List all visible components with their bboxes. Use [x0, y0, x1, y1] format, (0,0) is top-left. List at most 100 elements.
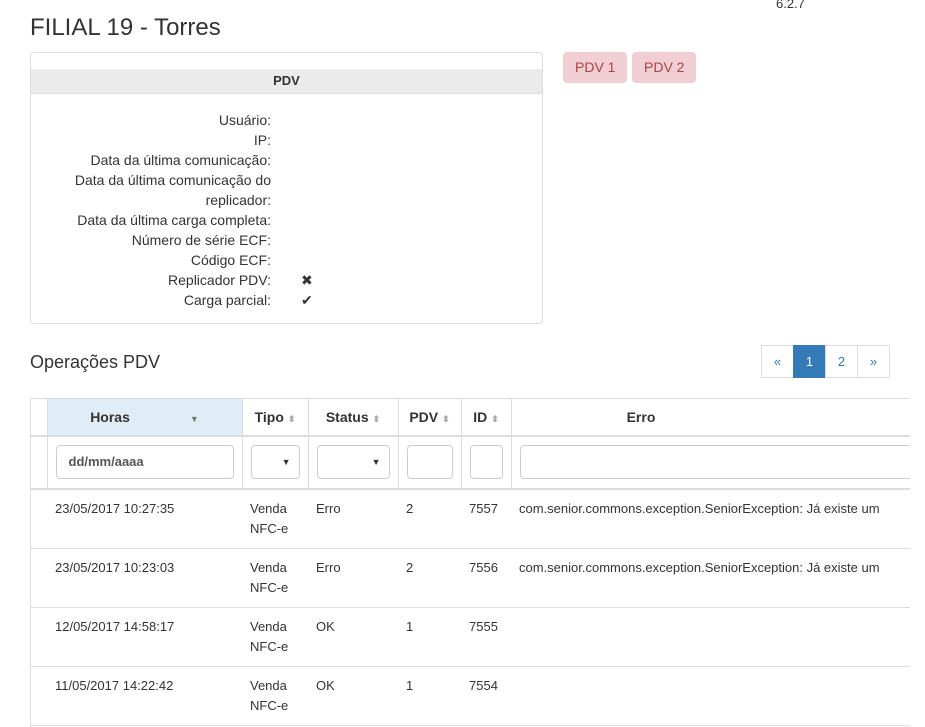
cell-erro: com.senior.commons.exception.SeniorExcep… [511, 489, 910, 549]
cell-pdv: 1 [398, 666, 461, 726]
horas-filter-input[interactable]: dd/mm/aaaa [55, 445, 234, 479]
info-value: ✖ [301, 272, 313, 288]
table-row[interactable]: 12/05/2017 14:58:17 Venda NFC-e OK 1 7555 [31, 607, 910, 667]
column-label: PDV [409, 409, 439, 425]
column-erro: Erro [511, 399, 910, 437]
info-label: Usuário: [218, 112, 271, 128]
info-row: Usuário: [31, 110, 542, 130]
cell-erro: com.senior.commons.exception.SeniorExcep… [511, 548, 910, 608]
panel-heading: PDV [31, 69, 542, 94]
status-filter-select[interactable]: ▼ [316, 445, 390, 479]
info-row: Número de série ECF: [31, 230, 542, 250]
pdv-panel: PDV Usuário: IP: Data da última comunicaçã… [30, 52, 543, 324]
sort-desc-icon: ▼ [189, 414, 199, 424]
info-value [271, 110, 301, 130]
sort-icon: ⬍ [287, 414, 296, 424]
info-label: Código ECF: [190, 252, 271, 268]
info-label: Data da última comunicação do replicador… [74, 172, 271, 208]
column-pdv[interactable]: PDV ⬍ [398, 399, 462, 437]
cell-horas: 23/05/2017 10:23:03 [47, 548, 242, 608]
info-value [271, 250, 301, 270]
next-page-button[interactable]: » [857, 345, 890, 378]
table-row[interactable]: 11/05/2017 14:22:42 Venda NFC-e OK 1 7554 [31, 666, 910, 726]
info-row: Carga parcial: ✔ [31, 290, 542, 310]
cell-status: Erro [308, 548, 398, 608]
column-label: Status [325, 409, 369, 425]
row-empty [31, 489, 47, 549]
tipo-filter-select[interactable]: ▼ [250, 445, 300, 479]
sort-icon: ⬍ [372, 414, 381, 424]
id-filter-input[interactable] [469, 445, 503, 479]
row-empty [31, 548, 47, 608]
cell-pdv: 2 [398, 489, 461, 549]
select-column [31, 399, 48, 437]
page-title: FILIAL 19 - Torres [30, 14, 221, 41]
info-value: ✔ [301, 292, 313, 308]
page-2-button[interactable]: 2 [825, 345, 858, 378]
column-id[interactable]: ID ⬍ [461, 399, 512, 437]
operations-table: Horas ▼ Tipo ⬍ Status ⬍ PDV ⬍ ID ⬍ Erro dd/mm… [30, 398, 910, 727]
cell-pdv: 2 [398, 548, 461, 608]
info-value [271, 230, 301, 250]
cell-id: 7555 [461, 607, 511, 667]
column-label: Horas [90, 409, 130, 425]
cell-tipo: Venda NFC-e [242, 666, 308, 726]
cell-tipo: Venda NFC-e [242, 607, 308, 667]
info-label: Carga parcial: [183, 292, 271, 308]
table-row[interactable]: 23/05/2017 10:23:03 Venda NFC-e Erro 2 7556 c… [31, 548, 910, 608]
column-label: Tipo [254, 409, 284, 425]
cell-id: 7556 [461, 548, 511, 608]
section-title: Operações PDV [30, 352, 161, 372]
info-label: Data da última comunicação: [90, 152, 271, 168]
cell-tipo: Venda NFC-e [242, 489, 308, 549]
version-label: 6.2.7 [776, 0, 805, 11]
sort-icon: ⬍ [442, 414, 450, 424]
cell-horas: 12/05/2017 14:58:17 [47, 607, 242, 667]
info-row: Código ECF: [31, 250, 542, 270]
column-tipo[interactable]: Tipo ⬍ [242, 399, 309, 437]
column-horas[interactable]: Horas ▼ [47, 399, 243, 437]
info-label: Número de série ECF: [131, 232, 271, 248]
info-row: Replicador PDV: ✖ [31, 270, 542, 290]
cell-id: 7557 [461, 489, 511, 549]
cell-status: Erro [308, 489, 398, 549]
info-value [271, 150, 301, 170]
info-label: Data da última carga completa: [77, 212, 271, 228]
erro-filter-input[interactable] [519, 445, 910, 479]
info-row: Data da última comunicação: [31, 150, 542, 170]
cell-id: 7554 [461, 666, 511, 726]
info-row: Data da última comunicação do replicador… [31, 170, 542, 210]
info-value [271, 210, 301, 230]
sort-icon: ⬍ [491, 414, 499, 424]
row-empty [31, 666, 47, 726]
info-label: Replicador PDV: [168, 272, 271, 288]
cell-pdv: 1 [398, 607, 461, 667]
info-row: Data da última carga completa: [31, 210, 542, 230]
cell-horas: 23/05/2017 10:27:35 [47, 489, 242, 549]
column-label: ID [473, 409, 488, 425]
info-row: IP: [31, 130, 542, 150]
info-label: IP: [253, 132, 271, 148]
cell-status: OK [308, 666, 398, 726]
cell-horas: 11/05/2017 14:22:42 [47, 666, 242, 726]
pdv-filter-input[interactable] [406, 445, 453, 479]
cell-erro [511, 666, 910, 726]
info-value [271, 130, 301, 150]
column-label: Erro [626, 409, 656, 425]
prev-page-button[interactable]: « [761, 345, 794, 378]
caret-down-icon: ▼ [281, 457, 291, 467]
filter-empty [31, 436, 48, 490]
cell-erro [511, 607, 910, 667]
caret-down-icon: ▼ [371, 457, 381, 467]
pdv-info-list: Usuário: IP: Data da última comunicação: Da… [31, 110, 542, 310]
info-value [271, 170, 301, 210]
page-1-button[interactable]: 1 [793, 345, 826, 378]
cell-tipo: Venda NFC-e [242, 548, 308, 608]
column-status[interactable]: Status ⬍ [308, 399, 399, 437]
pagination: « 1 2 » [761, 345, 890, 378]
row-empty [31, 607, 47, 667]
pdv-2-button[interactable]: PDV 2 [632, 52, 697, 83]
table-row[interactable]: 23/05/2017 10:27:35 Venda NFC-e Erro 2 7557 c… [31, 489, 910, 549]
cell-status: OK [308, 607, 398, 667]
pdv-1-button[interactable]: PDV 1 [563, 52, 628, 83]
